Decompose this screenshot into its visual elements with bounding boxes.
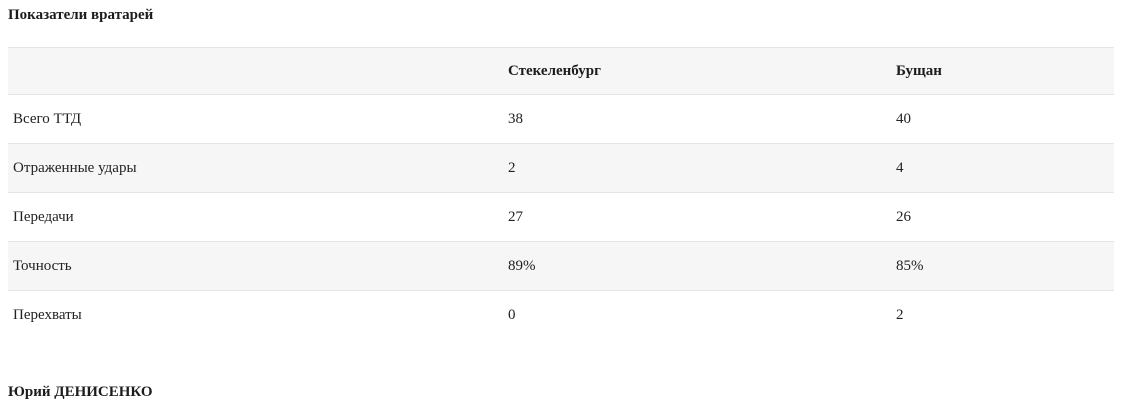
table-header: Стекеленбург Бущан <box>8 47 1114 95</box>
stat-label: Всего ТТД <box>13 111 82 127</box>
goalkeeper-stats-table: Стекеленбург Бущан Всего ТТД 38 40 Отраж… <box>8 47 1114 339</box>
stat-value-stekelenburg: 38 <box>508 111 523 127</box>
stat-label: Передачи <box>13 209 74 225</box>
stat-value-bushchan: 4 <box>896 160 904 176</box>
column-header-stat <box>8 48 503 95</box>
table-row: Перехваты 0 2 <box>8 290 1114 340</box>
stat-value-stekelenburg: 27 <box>508 209 523 225</box>
table-body: Всего ТТД 38 40 Отраженные удары 2 4 Пер… <box>8 94 1114 340</box>
column-header-stekelenburg: Стекеленбург <box>508 63 601 79</box>
page-title: Показатели вратарей <box>8 7 154 23</box>
column-header-bushchan: Бущан <box>896 63 942 79</box>
stat-value-bushchan: 40 <box>896 111 911 127</box>
stat-value-stekelenburg: 89% <box>508 258 536 274</box>
table-header-row: Стекеленбург Бущан <box>8 47 1114 95</box>
table-row: Передачи 27 26 <box>8 192 1114 242</box>
table-row: Отраженные удары 2 4 <box>8 143 1114 193</box>
stat-value-stekelenburg: 2 <box>508 160 516 176</box>
stat-value-bushchan: 26 <box>896 209 911 225</box>
stat-value-stekelenburg: 0 <box>508 307 516 323</box>
table-row: Точность 89% 85% <box>8 241 1114 291</box>
stat-value-bushchan: 85% <box>896 258 924 274</box>
author-name-heading: Юрий ДЕНИСЕНКО <box>8 384 153 400</box>
stat-label: Отраженные удары <box>13 160 137 176</box>
stat-label: Точность <box>13 258 72 274</box>
table-row: Всего ТТД 38 40 <box>8 94 1114 144</box>
stat-label: Перехваты <box>13 307 82 323</box>
stat-value-bushchan: 2 <box>896 307 904 323</box>
